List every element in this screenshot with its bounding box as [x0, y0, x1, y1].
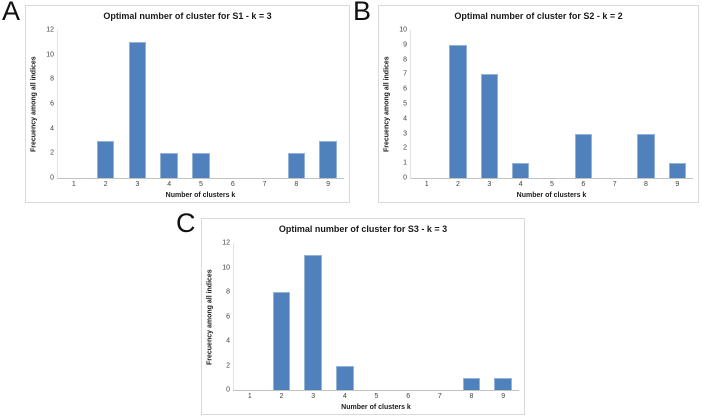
y-tick-label: 7 — [403, 70, 407, 78]
bar-k3 — [128, 42, 147, 178]
panel-label-c: C — [176, 208, 196, 238]
x-tick-label: 6 — [230, 181, 235, 188]
y-tick-label: 10 — [222, 264, 230, 271]
y-tick-label: 6 — [50, 100, 54, 108]
x-tick-label: 2 — [456, 181, 460, 188]
y-axis-title: Frecuency among all indices — [383, 56, 391, 153]
panel-label-a: A — [2, 0, 21, 26]
x-tick-label: 9 — [326, 181, 331, 188]
bar-k3 — [480, 74, 498, 178]
x-tick-label: 7 — [262, 181, 267, 188]
y-axis-title: Frecuency among all indices — [30, 56, 38, 153]
y-tick-label: 4 — [50, 125, 54, 133]
y-tick-label: 1 — [403, 159, 407, 167]
y-tick-label: 12 — [222, 239, 230, 247]
bar-k2 — [272, 292, 291, 390]
x-axis-title: Number of clusters k — [516, 192, 587, 199]
x-tick-label: 9 — [501, 393, 506, 400]
x-tick-label: 8 — [294, 181, 299, 188]
x-tick-label: 1 — [424, 181, 429, 188]
bar-k2 — [96, 141, 115, 178]
x-axis-title: Number of clusters k — [165, 192, 236, 199]
bar-k4 — [336, 365, 354, 390]
x-tick-label: 4 — [167, 181, 172, 188]
bar-k8 — [637, 133, 655, 178]
panel-label-b: B — [353, 0, 372, 26]
y-tick-label: 8 — [50, 75, 54, 83]
bar-k3 — [304, 255, 322, 390]
y-tick-label: 4 — [226, 337, 230, 345]
x-tick-label: 5 — [374, 393, 379, 400]
chart-panel-s2: Optimal number of cluster for S2 - k = 2… — [378, 5, 699, 203]
bar-k9 — [668, 163, 686, 178]
plot-area: 0 1 2 3 4 5 6 7 8 9 10 1 2 3 4 5 6 7 8 9 — [399, 27, 693, 188]
chart-panel-s3: Optimal number of cluster for S3 - k = 3… — [201, 218, 525, 415]
y-tick-label: 10 — [399, 26, 407, 34]
bar-k4 — [160, 153, 178, 178]
x-tick-label: 7 — [437, 393, 442, 400]
chart-title: Optimal number of cluster for S3 - k = 3 — [278, 224, 448, 234]
bar-k5 — [192, 153, 210, 178]
x-tick-label: 2 — [103, 181, 108, 188]
x-tick-label: 3 — [311, 393, 316, 400]
x-tick-label: 8 — [644, 181, 648, 188]
y-tick-label: 9 — [403, 41, 407, 49]
x-tick-label: 8 — [469, 393, 474, 400]
y-tick-label: 10 — [46, 51, 54, 59]
y-axis-title: Frecuency among all indices — [206, 269, 214, 365]
y-tick-label: 8 — [226, 288, 230, 296]
plot-area: 0 2 4 6 8 10 12 1 2 3 4 5 6 7 8 9 — [46, 27, 344, 188]
x-axis-title: Number of clusters k — [341, 404, 411, 411]
plot-area: 0 2 4 6 8 10 12 1 2 3 4 5 6 7 8 9 — [222, 240, 519, 400]
x-tick-label: 1 — [247, 393, 252, 400]
x-tick-label: 6 — [406, 393, 411, 400]
x-tick-label: 7 — [612, 181, 617, 188]
y-tick-label: 0 — [226, 386, 230, 394]
y-tick-label: 2 — [403, 144, 407, 152]
y-tick-label: 2 — [226, 362, 230, 369]
y-tick-label: 5 — [403, 100, 407, 108]
x-tick-label: 1 — [71, 181, 76, 188]
y-tick-label: 8 — [403, 56, 407, 64]
bar-k4 — [512, 163, 530, 178]
y-tick-label: 0 — [403, 174, 407, 182]
bar-k8 — [287, 153, 306, 178]
bar-k9 — [319, 141, 337, 178]
y-tick-label: 2 — [50, 149, 54, 157]
y-tick-label: 4 — [403, 115, 407, 123]
bar-k2 — [449, 44, 467, 178]
x-tick-label: 5 — [550, 181, 554, 188]
chart-title: Optimal number of cluster for S1 - k = 3 — [103, 11, 272, 21]
chart-panel-s1: Optimal number of cluster for S1 - k = 3… — [25, 5, 350, 203]
bar-k8 — [462, 377, 481, 390]
chart-title: Optimal number of cluster for S2 - k = 2 — [454, 11, 623, 21]
y-tick-label: 3 — [403, 130, 407, 138]
y-tick-label: 6 — [403, 85, 407, 93]
x-tick-label: 4 — [342, 393, 347, 400]
x-tick-label: 6 — [581, 181, 586, 188]
y-tick-label: 12 — [46, 26, 54, 34]
bar-k9 — [494, 377, 512, 390]
y-tick-label: 6 — [226, 313, 230, 320]
x-tick-label: 5 — [199, 181, 203, 188]
x-tick-label: 2 — [279, 393, 284, 400]
x-tick-label: 3 — [487, 181, 492, 188]
x-tick-label: 3 — [135, 181, 140, 188]
x-tick-label: 4 — [518, 181, 523, 188]
y-tick-label: 0 — [50, 174, 54, 182]
x-tick-label: 9 — [675, 181, 680, 188]
bar-k6 — [574, 133, 592, 178]
